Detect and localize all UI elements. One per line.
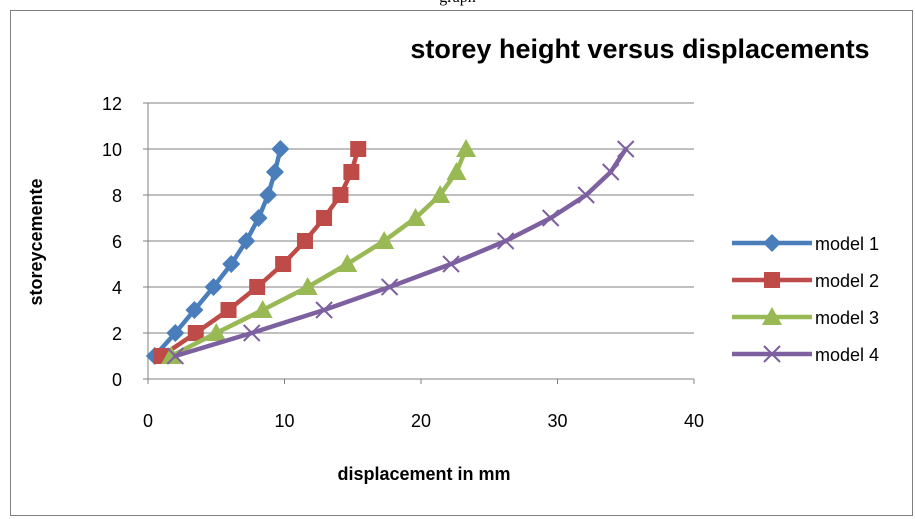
series-4-point-8 bbox=[602, 163, 620, 181]
y-axis-title: storeycemente bbox=[26, 178, 46, 305]
series-2 bbox=[153, 141, 367, 364]
x-tick-label-0: 0 bbox=[143, 411, 153, 431]
grid-lines bbox=[148, 102, 694, 334]
series-4-point-6-stroke-b bbox=[541, 209, 560, 227]
y-tick-label-4: 8 bbox=[112, 186, 122, 206]
header-text: graph bbox=[0, 0, 915, 7]
y-tick-label-6: 12 bbox=[102, 94, 122, 114]
series-4-point-9-stroke-b bbox=[617, 140, 635, 158]
series-3-line bbox=[168, 146, 469, 359]
series-1-point-2 bbox=[185, 301, 204, 319]
series-4-point-1-stroke-b bbox=[243, 324, 261, 342]
y-tick-label-2: 4 bbox=[112, 278, 122, 298]
series-3-point-3 bbox=[297, 277, 318, 295]
series-2-point-6 bbox=[316, 210, 333, 226]
series-2-point-3 bbox=[249, 279, 266, 295]
legend-item-3: model 3 bbox=[732, 307, 879, 328]
series-4-point-3 bbox=[380, 278, 399, 296]
series-3-point-6 bbox=[405, 208, 426, 226]
series-4-point-4-stroke-b bbox=[442, 255, 460, 273]
series-2-point-2 bbox=[220, 302, 237, 318]
series-4-point-2 bbox=[315, 301, 333, 319]
legend-label-2: model 2 bbox=[815, 271, 879, 291]
legend-label-4: model 4 bbox=[815, 345, 879, 365]
series-1-line bbox=[152, 146, 283, 359]
series-4 bbox=[166, 140, 635, 365]
series-4-line bbox=[173, 146, 629, 359]
series-2-point-1 bbox=[187, 325, 204, 341]
series-1-point-9 bbox=[271, 140, 290, 158]
series-4-point-2-stroke-b bbox=[315, 301, 333, 319]
series-2-point-5 bbox=[296, 233, 313, 249]
series-3-point-8 bbox=[446, 162, 467, 180]
top-strip: graph bbox=[0, 0, 915, 10]
x-tick-label-4: 40 bbox=[684, 411, 704, 431]
series-2-point-7 bbox=[332, 187, 349, 203]
series-1-point-8 bbox=[265, 163, 284, 181]
series-3-point-0 bbox=[161, 346, 182, 364]
series-4-point-0 bbox=[166, 347, 185, 365]
series-2-point-8 bbox=[343, 164, 360, 180]
series-3-point-7 bbox=[430, 185, 451, 203]
series-3 bbox=[161, 139, 477, 364]
x-tick-label-1: 10 bbox=[274, 411, 294, 431]
series-1-point-5 bbox=[237, 232, 256, 250]
y-tick-label-5: 10 bbox=[102, 140, 122, 160]
series-1-point-7 bbox=[259, 186, 278, 204]
series-4-point-0-stroke-b bbox=[166, 347, 185, 365]
series-4-point-7 bbox=[577, 186, 595, 204]
series-4-point-6 bbox=[541, 209, 560, 227]
series-3-point-5 bbox=[374, 231, 395, 249]
series-1-point-4 bbox=[222, 255, 241, 273]
series-1-point-6 bbox=[249, 209, 268, 227]
legend-marker-4 bbox=[763, 345, 781, 363]
x-tick-label-2: 20 bbox=[411, 411, 431, 431]
series-4-point-4 bbox=[442, 255, 460, 273]
legend: model 1 model 2 model 3 model 4 bbox=[732, 234, 879, 365]
legend-marker-2 bbox=[764, 272, 780, 288]
series-2-line bbox=[159, 146, 361, 359]
chart-title: storey height versus displacements bbox=[410, 34, 869, 64]
y-tick-label-1: 2 bbox=[112, 324, 122, 344]
legend-marker-4-stroke-b bbox=[763, 345, 781, 363]
series-4-point-1 bbox=[243, 324, 261, 342]
x-tick-labels: 0 10 20 30 40 bbox=[143, 411, 704, 431]
series-4-point-7-stroke-b bbox=[577, 186, 595, 204]
series-1-point-1 bbox=[166, 324, 185, 342]
y-tick-labels: 0 2 4 6 8 10 12 bbox=[102, 94, 122, 390]
series-3-point-9 bbox=[456, 139, 477, 157]
y-tick-label-3: 6 bbox=[112, 232, 122, 252]
legend-marker-3 bbox=[762, 307, 782, 325]
axes bbox=[143, 102, 695, 384]
series-4-point-5-stroke-b bbox=[496, 232, 515, 250]
series-4-point-9 bbox=[617, 140, 635, 158]
series-2-point-4 bbox=[275, 256, 292, 272]
legend-item-2: model 2 bbox=[732, 271, 879, 291]
legend-label-1: model 1 bbox=[815, 234, 879, 254]
series-4-point-8-stroke-b bbox=[602, 163, 620, 181]
series-3-point-2 bbox=[252, 300, 273, 318]
series-4-point-3-stroke-b bbox=[380, 278, 399, 296]
series-4-point-5 bbox=[496, 232, 515, 250]
chart-frame bbox=[10, 10, 913, 516]
legend-item-1: model 1 bbox=[732, 234, 879, 254]
series-2-point-9 bbox=[350, 141, 367, 157]
legend-label-3: model 3 bbox=[815, 308, 879, 328]
series-3-point-4 bbox=[337, 254, 358, 272]
series-1-point-3 bbox=[204, 278, 223, 296]
legend-marker-1 bbox=[763, 234, 781, 252]
series-3-point-1 bbox=[206, 323, 227, 341]
x-tick-label-3: 30 bbox=[547, 411, 567, 431]
legend-item-4: model 4 bbox=[732, 345, 879, 365]
x-axis-title: displacement in mm bbox=[337, 464, 510, 484]
y-tick-label-0: 0 bbox=[112, 370, 122, 390]
series-group bbox=[145, 139, 635, 365]
